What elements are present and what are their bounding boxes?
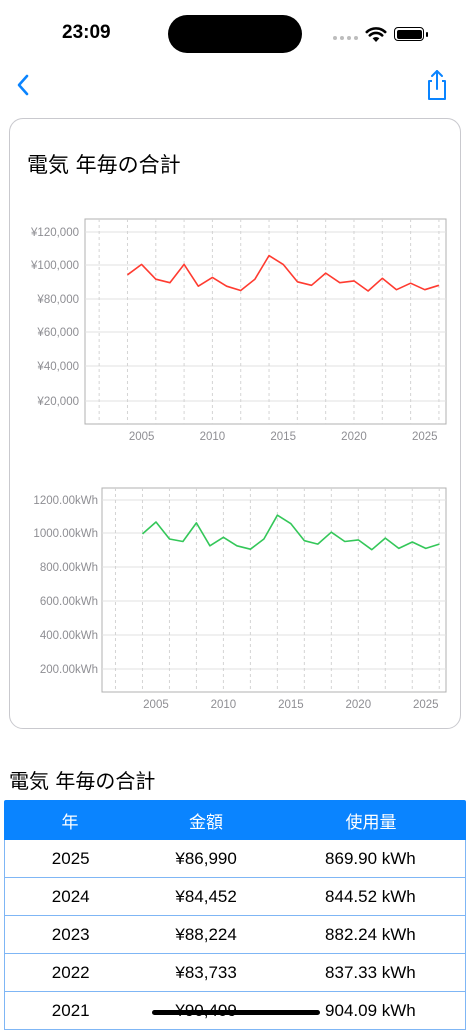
- y-tick-label: 400.00kWh: [40, 630, 98, 642]
- cell-usage: 882.24 kWh: [276, 925, 465, 945]
- cell-year: 2021: [5, 1001, 136, 1021]
- cell-amount: ¥86,990: [136, 849, 275, 869]
- plot-frame: [85, 219, 446, 424]
- cell-amount: ¥83,733: [136, 963, 275, 983]
- y-tick-label: ¥60,000: [36, 327, 79, 339]
- home-indicator[interactable]: [152, 1010, 320, 1015]
- back-button[interactable]: [10, 70, 40, 100]
- y-tick-label: ¥100,000: [30, 260, 79, 272]
- y-tick-label: ¥40,000: [36, 361, 79, 373]
- section-title: 電気 年毎の合計: [9, 765, 155, 794]
- x-tick-label: 2020: [341, 431, 367, 443]
- status-time: 23:09: [62, 22, 111, 44]
- y-tick-label: 200.00kWh: [40, 664, 98, 676]
- cell-amount: ¥88,224: [136, 925, 275, 945]
- header-year: 年: [4, 808, 136, 833]
- x-tick-label: 2005: [143, 699, 169, 711]
- cell-year: 2025: [5, 849, 136, 869]
- table-row[interactable]: 2023 ¥88,224 882.24 kWh: [4, 916, 466, 954]
- x-tick-label: 2020: [346, 699, 372, 711]
- plot-frame: [102, 488, 446, 692]
- navigation-bar: [0, 60, 471, 110]
- chevron-left-icon: [10, 70, 40, 100]
- y-tick-label: ¥80,000: [36, 294, 79, 306]
- x-tick-label: 2015: [278, 699, 304, 711]
- cell-usage: 837.33 kWh: [276, 963, 465, 983]
- cellular-signal-icon: [333, 36, 358, 40]
- header-amount: 金額: [136, 808, 276, 833]
- y-tick-label: 600.00kWh: [40, 596, 98, 608]
- table-row[interactable]: 2024 ¥84,452 844.52 kWh: [4, 878, 466, 916]
- x-tick-label: 2005: [129, 431, 155, 443]
- dynamic-island: [168, 15, 302, 53]
- y-tick-label: ¥120,000: [30, 227, 79, 239]
- x-tick-label: 2010: [211, 699, 237, 711]
- data-table: 年 金額 使用量 2025 ¥86,990 869.90 kWh 2024 ¥8…: [4, 800, 466, 1030]
- x-tick-label: 2010: [200, 431, 226, 443]
- cost-line-series: [128, 256, 439, 291]
- y-tick-label: ¥20,000: [36, 396, 79, 408]
- y-tick-label: 1200.00kWh: [33, 495, 98, 507]
- status-bar: 23:09: [0, 0, 471, 60]
- table-row[interactable]: 2022 ¥83,733 837.33 kWh: [4, 954, 466, 992]
- wifi-icon: [365, 26, 387, 43]
- usage-line-series: [143, 515, 440, 550]
- cell-amount: ¥84,452: [136, 887, 275, 907]
- share-icon: [422, 68, 452, 102]
- cell-year: 2023: [5, 925, 136, 945]
- chart-card: 電気 年毎の合計 ¥120,000¥100,000¥80,000¥60,000¥…: [9, 118, 461, 729]
- y-tick-label: 1000.00kWh: [33, 528, 98, 540]
- charts-canvas: ¥120,000 ¥100,000 ¥80,000 ¥60,000 ¥40,000 ¥20…: [10, 119, 462, 730]
- cell-usage: 844.52 kWh: [276, 887, 465, 907]
- cell-year: 2024: [5, 887, 136, 907]
- cell-year: 2022: [5, 963, 136, 983]
- x-tick-label: 2025: [412, 431, 438, 443]
- share-button[interactable]: [422, 68, 452, 102]
- cell-usage: 869.90 kWh: [276, 849, 465, 869]
- x-tick-label: 2025: [413, 699, 439, 711]
- table-row[interactable]: 2025 ¥86,990 869.90 kWh: [4, 840, 466, 878]
- table-header: 年 金額 使用量: [4, 800, 466, 840]
- battery-icon: [394, 27, 424, 41]
- y-tick-label: 800.00kWh: [40, 562, 98, 574]
- x-tick-label: 2015: [270, 431, 296, 443]
- header-usage: 使用量: [276, 808, 466, 833]
